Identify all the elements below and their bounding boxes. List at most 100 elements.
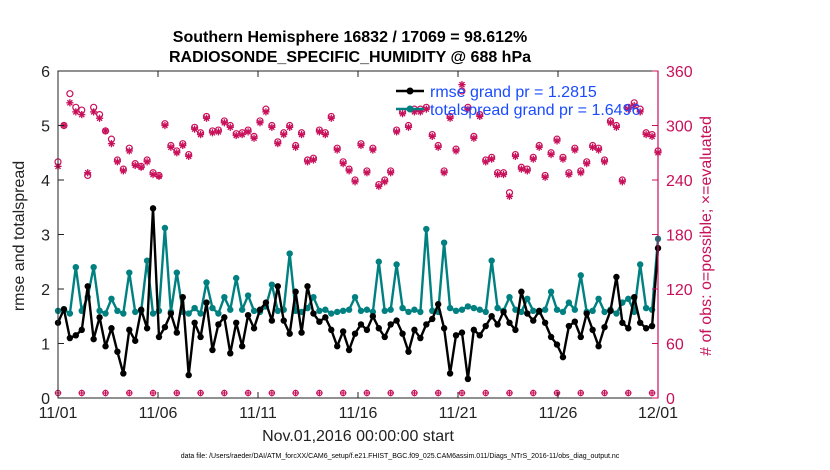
obs-zero-evaluated-point [268, 389, 276, 397]
rmse-point [310, 310, 317, 317]
asterisk-stroke [405, 124, 412, 131]
right-tick-label: 240 [666, 173, 693, 190]
totalspread-point [488, 257, 495, 264]
y-tick-label: 5 [41, 119, 50, 136]
x-tick-label: 11/06 [139, 405, 178, 422]
totalspread-point [90, 264, 97, 271]
obs-evaluated-point [256, 119, 264, 127]
totalspread-point [161, 224, 169, 232]
obs-evaluated-point [511, 152, 520, 160]
asterisk-stroke [518, 166, 525, 173]
asterisk-stroke [322, 131, 329, 138]
asterisk-stroke [262, 108, 269, 115]
x-tick-label: 11/16 [339, 405, 378, 422]
asterisk-stroke [257, 119, 263, 126]
obs-zero-evaluated-point [625, 389, 632, 397]
asterisk-stroke [524, 167, 531, 174]
asterisk-stroke [239, 131, 246, 138]
rmse-point [244, 311, 252, 319]
rmse-point [78, 326, 85, 334]
totalspread-point [96, 307, 103, 314]
totalspread-point [405, 308, 412, 316]
obs-zero-evaluated-point [530, 389, 537, 397]
chart-title: Southern Hemisphere 16832 / 17069 = 98.6… [173, 29, 527, 46]
asterisk-stroke [536, 144, 543, 151]
obs-evaluated-point [345, 167, 353, 175]
asterisk-stroke [138, 164, 145, 171]
asterisk-stroke [102, 127, 109, 134]
rmse-point [595, 343, 602, 350]
totalspread-point [339, 307, 347, 314]
rmse-point [221, 314, 228, 321]
asterisk-stroke [500, 171, 507, 178]
obs-evaluated-point [143, 158, 151, 166]
asterisk-stroke [589, 144, 596, 151]
obs-evaluated-point [101, 127, 110, 135]
obs-zero-evaluated-point [149, 389, 157, 397]
obs-evaluated-point [137, 163, 145, 171]
asterisk-stroke [298, 131, 305, 138]
asterisk-stroke [619, 178, 626, 185]
x-tick-label: 11/11 [239, 405, 277, 422]
totalspread-point [132, 308, 139, 316]
obs-evaluated-point [583, 160, 591, 168]
obs-zero-evaluated-point [126, 389, 133, 397]
rmse-point [185, 371, 192, 379]
y-axis-label: rmse and totalspread [11, 161, 28, 311]
asterisk-stroke [607, 119, 614, 126]
asterisk-stroke [84, 169, 91, 176]
asterisk-stroke [441, 169, 448, 176]
obs-evaluated-point [529, 155, 537, 163]
asterisk-stroke [150, 171, 157, 178]
asterisk-stroke [631, 102, 638, 109]
totalspread-point [411, 306, 418, 313]
asterisk-stroke [488, 156, 495, 163]
asterisk-stroke [161, 122, 168, 129]
asterisk-stroke [280, 131, 287, 138]
obs-zero-evaluated-point [102, 389, 109, 397]
rmse-point [72, 332, 80, 339]
asterisk-stroke [90, 108, 97, 115]
totalspread-point [601, 308, 608, 316]
totalspread-point [102, 310, 109, 317]
obs-evaluated-point [321, 130, 329, 139]
totalspread-point [108, 295, 115, 303]
totalspread-point [191, 304, 198, 312]
x-axis-ticks: 11/01 11/06 11/11 11/16 11/21 11/26 12/01 [39, 71, 678, 422]
obs-evaluated-point [131, 161, 139, 170]
rmse-point [167, 310, 175, 317]
obs-evaluated-point [333, 146, 341, 154]
legend-spread-label: totalspread grand pr = 1.6496 [430, 102, 640, 119]
asterisk-stroke [583, 160, 590, 167]
asterisk-stroke [613, 124, 620, 131]
obs-possible-point [66, 90, 74, 98]
rmse-point [535, 307, 543, 314]
rmse-point [203, 299, 210, 306]
obs-evaluated-point [95, 114, 104, 122]
rmse-point [132, 337, 139, 344]
rmse-point [589, 326, 596, 334]
totalspread-point [334, 308, 341, 316]
obs-evaluated-point [559, 155, 567, 163]
obs-evaluated-point [113, 158, 122, 166]
totalspread-point [595, 295, 602, 303]
asterisk-stroke [571, 147, 578, 154]
obs-evaluated-point [606, 119, 615, 127]
rmse-point [179, 293, 186, 301]
totalspread-point [221, 293, 228, 301]
totalspread-point [464, 303, 472, 310]
obs-evaluated-point [327, 114, 335, 122]
asterisk-stroke [286, 124, 293, 131]
asterisk-stroke [387, 169, 394, 176]
asterisk-stroke [126, 147, 133, 154]
rmse-point [298, 329, 305, 336]
totalspread-point [482, 308, 489, 316]
obs-evaluated-point [167, 143, 175, 151]
rmse-point [84, 283, 91, 290]
asterisk-stroke [363, 169, 370, 176]
totalspread-point [452, 307, 460, 314]
totalspread-point [518, 308, 525, 316]
rmse-point [512, 326, 519, 334]
obs-evaluated-point [155, 172, 163, 180]
